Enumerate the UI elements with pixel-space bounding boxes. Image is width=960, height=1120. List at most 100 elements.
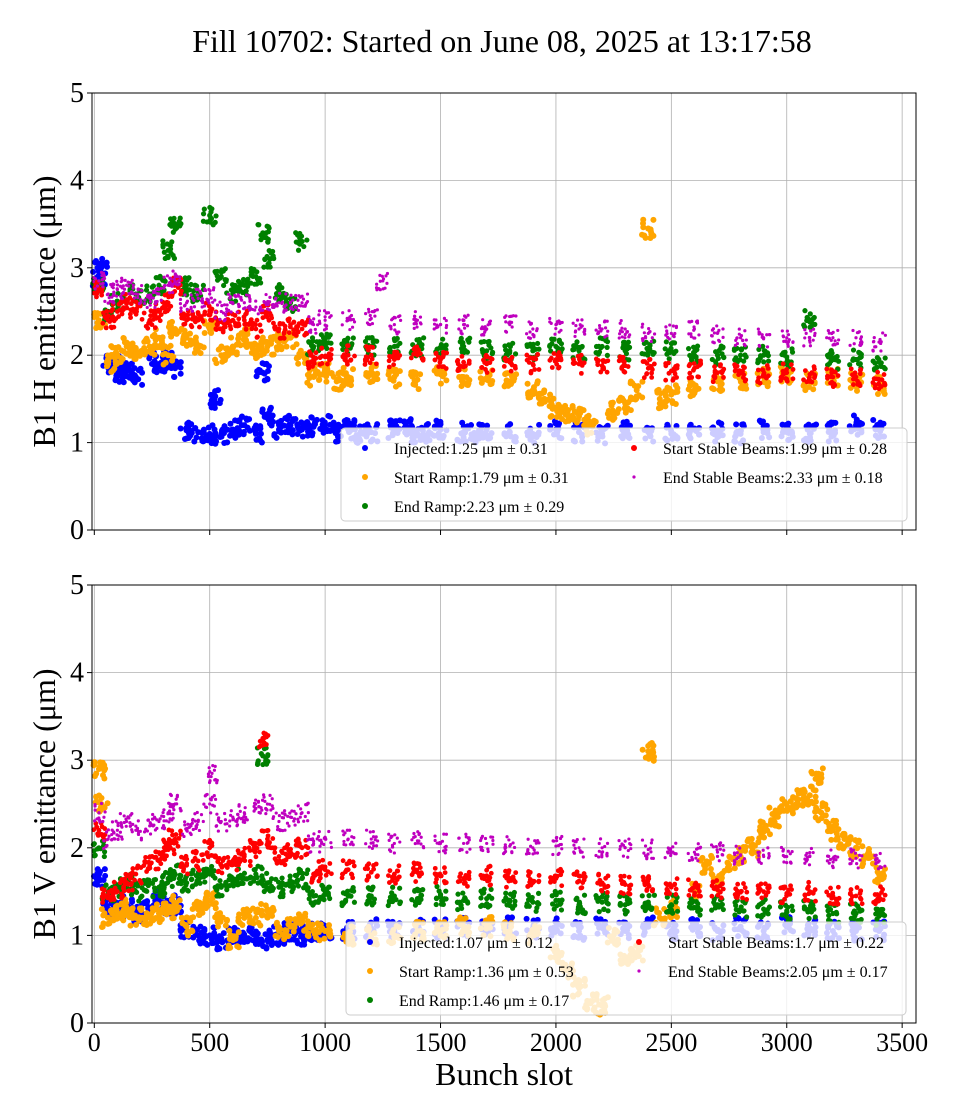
data-point <box>252 422 259 429</box>
data-point <box>712 331 717 335</box>
data-point <box>99 259 106 266</box>
data-point <box>378 288 382 292</box>
data-point <box>712 374 718 379</box>
data-point <box>132 296 136 300</box>
data-point <box>314 331 318 335</box>
data-point <box>368 368 375 375</box>
data-point <box>95 284 100 288</box>
data-point <box>755 367 761 373</box>
data-point <box>718 421 725 428</box>
data-point <box>443 377 450 384</box>
data-point <box>178 297 183 302</box>
data-point <box>216 400 223 407</box>
data-point <box>768 333 772 337</box>
data-point <box>715 355 721 361</box>
data-point <box>732 364 738 370</box>
data-point <box>308 352 313 358</box>
data-point <box>202 309 208 315</box>
data-point <box>184 277 190 283</box>
data-point <box>466 358 472 364</box>
data-point <box>132 345 139 352</box>
data-point <box>663 377 669 383</box>
data-point <box>200 318 206 324</box>
data-point <box>193 345 200 352</box>
data-point <box>735 336 739 340</box>
data-point <box>878 384 884 389</box>
data-point <box>332 423 339 430</box>
data-point <box>124 297 130 303</box>
data-point <box>93 770 100 777</box>
data-point <box>719 386 726 393</box>
data-point <box>272 325 277 330</box>
data-point <box>695 374 701 380</box>
data-point <box>401 418 408 425</box>
data-point <box>310 364 315 369</box>
data-point <box>548 355 554 361</box>
data-point <box>129 915 136 922</box>
data-point <box>289 418 296 425</box>
data-point <box>277 321 283 327</box>
data-point <box>168 904 175 911</box>
data-point <box>603 319 607 323</box>
data-point <box>435 323 439 327</box>
data-point <box>151 296 155 300</box>
data-point <box>802 344 806 348</box>
data-point <box>650 336 654 340</box>
data-point <box>236 911 243 918</box>
data-point <box>686 382 693 389</box>
data-point <box>648 329 652 334</box>
data-point <box>488 345 494 351</box>
data-point <box>803 328 807 332</box>
data-point <box>590 420 597 427</box>
data-point <box>153 305 157 309</box>
data-point <box>249 326 255 332</box>
data-point <box>259 408 266 415</box>
data-point <box>236 293 240 297</box>
data-point <box>790 376 796 382</box>
data-point <box>513 371 520 378</box>
data-point <box>131 286 135 290</box>
data-point <box>150 283 157 289</box>
data-point <box>243 326 249 332</box>
data-point <box>97 279 101 283</box>
data-point <box>136 287 140 291</box>
data-point <box>509 354 515 360</box>
data-point <box>743 329 747 333</box>
data-point <box>412 314 417 318</box>
data-point <box>765 345 770 349</box>
data-point <box>418 315 423 319</box>
data-point <box>639 394 646 401</box>
data-point <box>128 301 134 307</box>
data-point <box>414 322 418 326</box>
data-point <box>257 430 264 437</box>
data-point <box>270 418 277 425</box>
data-point <box>873 376 879 382</box>
data-point <box>124 301 129 307</box>
data-point <box>547 391 554 398</box>
data-point <box>504 329 508 333</box>
data-point <box>273 434 280 441</box>
data-point <box>99 289 104 295</box>
data-point <box>366 307 371 311</box>
data-point <box>340 364 347 371</box>
data-point <box>421 335 427 341</box>
data-point <box>280 301 284 306</box>
data-point <box>812 375 817 381</box>
data-point <box>305 299 310 304</box>
data-point <box>291 320 297 325</box>
data-point <box>319 417 326 424</box>
data-point <box>101 775 108 782</box>
data-point <box>694 320 699 324</box>
data-point <box>148 303 152 307</box>
data-point <box>323 315 327 319</box>
data-point <box>507 421 514 428</box>
data-point <box>293 305 298 309</box>
data-point <box>134 306 140 312</box>
data-point <box>765 366 771 371</box>
data-point <box>242 301 246 305</box>
data-point <box>262 931 269 938</box>
data-point <box>216 933 223 940</box>
data-point <box>231 302 235 306</box>
data-point <box>742 352 748 358</box>
data-point <box>488 319 493 323</box>
